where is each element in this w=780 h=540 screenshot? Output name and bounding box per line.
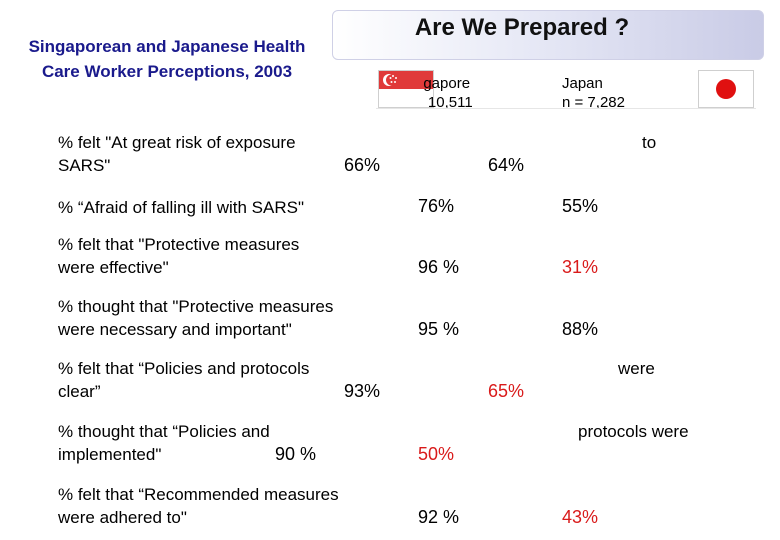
- slide-title: Are We Prepared ?: [414, 14, 630, 41]
- singapore-name: ngapore: [424, 75, 471, 92]
- row-afraid-japan: 55%: [562, 196, 599, 216]
- row-risk-overflow: to: [642, 133, 657, 152]
- row-policies-clear-singapore: 93%: [344, 381, 381, 401]
- row-afraid-label: % “Afraid of falling ill with SARS": [58, 198, 305, 217]
- row-adhered-singapore: 92 %: [418, 507, 460, 527]
- row-policies-clear-overflow: were: [618, 359, 655, 378]
- row-policies-implemented-overflow: protocols were: [578, 422, 689, 441]
- row-risk-singapore: 66%: [344, 155, 381, 175]
- row-adhered-label-1: % felt that “Recommended measures: [58, 485, 339, 504]
- japan-n: n = 7,282: [562, 94, 625, 111]
- japan-name: Japan: [562, 75, 603, 92]
- row-policies-implemented-label-1: % thought that “Policies and: [58, 422, 270, 441]
- row-necessary-label-2: were necessary and important": [58, 320, 292, 339]
- row-necessary-japan: 88%: [562, 319, 599, 339]
- row-policies-implemented-japan: 50%: [418, 444, 455, 464]
- row-necessary-singapore: 95 %: [418, 319, 460, 339]
- singapore-n: = 10,511: [424, 94, 473, 110]
- row-adhered-label-2: were adhered to": [58, 508, 187, 527]
- row-necessary-label-1: % thought that "Protective measures: [58, 297, 334, 316]
- row-policies-clear-label-1: % felt that “Policies and protocols: [58, 359, 310, 378]
- row-policies-clear-japan: 65%: [488, 381, 525, 401]
- singapore-flag-icon: [378, 70, 434, 108]
- japan-header: Japan n = 7,282: [562, 74, 625, 112]
- row-risk-label-1: % felt "At great risk of exposure: [58, 133, 296, 152]
- japan-flag-icon: [698, 70, 754, 108]
- row-adhered-japan: 43%: [562, 507, 599, 527]
- row-effective-singapore: 96 %: [418, 257, 460, 277]
- title-band: [332, 10, 764, 60]
- row-afraid-singapore: 76%: [418, 196, 455, 216]
- singapore-header: ngapore = 10,511: [424, 74, 534, 110]
- row-effective-label-1: % felt that "Protective measures: [58, 235, 300, 254]
- row-risk-label-2: SARS": [58, 156, 111, 175]
- row-risk-japan: 64%: [488, 155, 525, 175]
- row-effective-label-2: were effective": [58, 258, 169, 277]
- slide-subtitle: Singaporean and Japanese Health Care Wor…: [28, 37, 306, 81]
- row-effective-japan: 31%: [562, 257, 599, 277]
- row-policies-implemented-label-2: implemented": [58, 445, 162, 464]
- row-policies-implemented-singapore: 90 %: [275, 444, 317, 464]
- row-policies-clear-label-2: clear”: [58, 382, 101, 401]
- header-divider: [376, 108, 756, 109]
